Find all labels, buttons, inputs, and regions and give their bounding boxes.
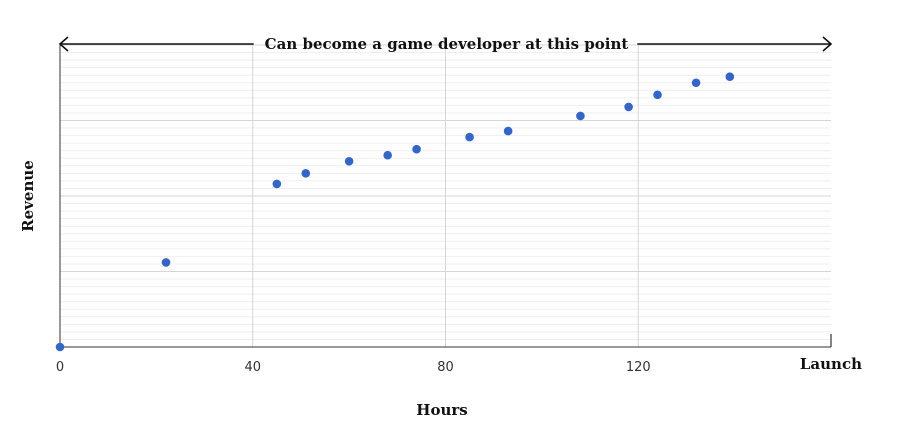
data-point <box>383 150 392 160</box>
x-tick-labels: 0 40 80 120 <box>56 360 651 375</box>
x-tick-label: 120 <box>626 360 651 375</box>
x-tick-label: 40 <box>244 360 261 375</box>
data-point <box>624 102 633 112</box>
x-axis-end-label: Launch <box>800 355 862 373</box>
data-point <box>344 156 354 166</box>
annotation-label: Can become a game developer at this poin… <box>265 35 629 53</box>
x-axis-title: Hours <box>416 401 467 419</box>
x-tick-label: 0 <box>56 360 64 375</box>
data-point <box>55 342 65 352</box>
data-point <box>465 132 474 142</box>
axes <box>59 45 832 348</box>
data-point <box>691 78 701 88</box>
annotation-arrowhead-left <box>58 36 69 52</box>
data-point <box>653 90 662 100</box>
data-points <box>55 72 735 352</box>
grid-lines <box>60 44 831 347</box>
y-axis-title: Revenue <box>19 160 37 232</box>
data-point <box>301 169 311 178</box>
data-point <box>576 111 585 121</box>
x-tick-label: 80 <box>437 360 454 375</box>
annotation-group: Can become a game developer at this poin… <box>58 35 833 53</box>
data-point <box>725 72 735 82</box>
data-point <box>161 258 171 267</box>
data-point <box>272 179 282 189</box>
data-point <box>503 126 513 136</box>
data-point <box>412 144 421 154</box>
annotation-arrowhead-right <box>822 36 833 52</box>
